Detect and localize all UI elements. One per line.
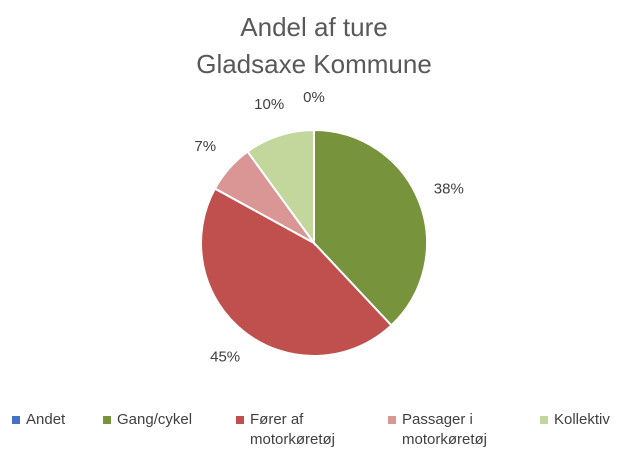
legend-swatch	[388, 416, 396, 424]
legend-label: Fører af motorkøretøj	[250, 411, 336, 448]
legend-item: Gang/cykel	[103, 410, 228, 430]
legend-swatch	[103, 416, 111, 424]
pie-slice	[246, 128, 315, 247]
legend-item: Kollektiv	[540, 410, 628, 430]
data-label: 10%	[254, 96, 284, 113]
pie-slice	[313, 128, 428, 327]
legend-item: Fører af motorkøretøj	[236, 410, 376, 450]
legend-swatch	[12, 416, 20, 424]
legend-item: Passager i motorkøretøj	[388, 410, 528, 450]
legend-label: Andet	[26, 411, 66, 428]
pie-slice	[200, 187, 393, 357]
data-label: 45%	[210, 349, 240, 366]
legend-label: Kollektiv	[554, 411, 610, 428]
legend-swatch	[540, 416, 548, 424]
legend-label: Gang/cykel	[117, 411, 193, 428]
chart-title: Gladsaxe Kommune	[196, 49, 432, 79]
legend-item: Andet	[12, 410, 92, 430]
legend-swatch	[236, 416, 244, 424]
data-label: 7%	[194, 138, 216, 155]
chart-area: Andel af ture Gladsaxe Kommune 0% 38% 45% 7…	[194, 12, 464, 366]
data-label: 38%	[434, 181, 464, 198]
chart-title: Andel af ture	[240, 12, 387, 42]
legend-label: Passager i motorkøretøj	[402, 411, 488, 448]
data-label: 0%	[303, 89, 325, 106]
